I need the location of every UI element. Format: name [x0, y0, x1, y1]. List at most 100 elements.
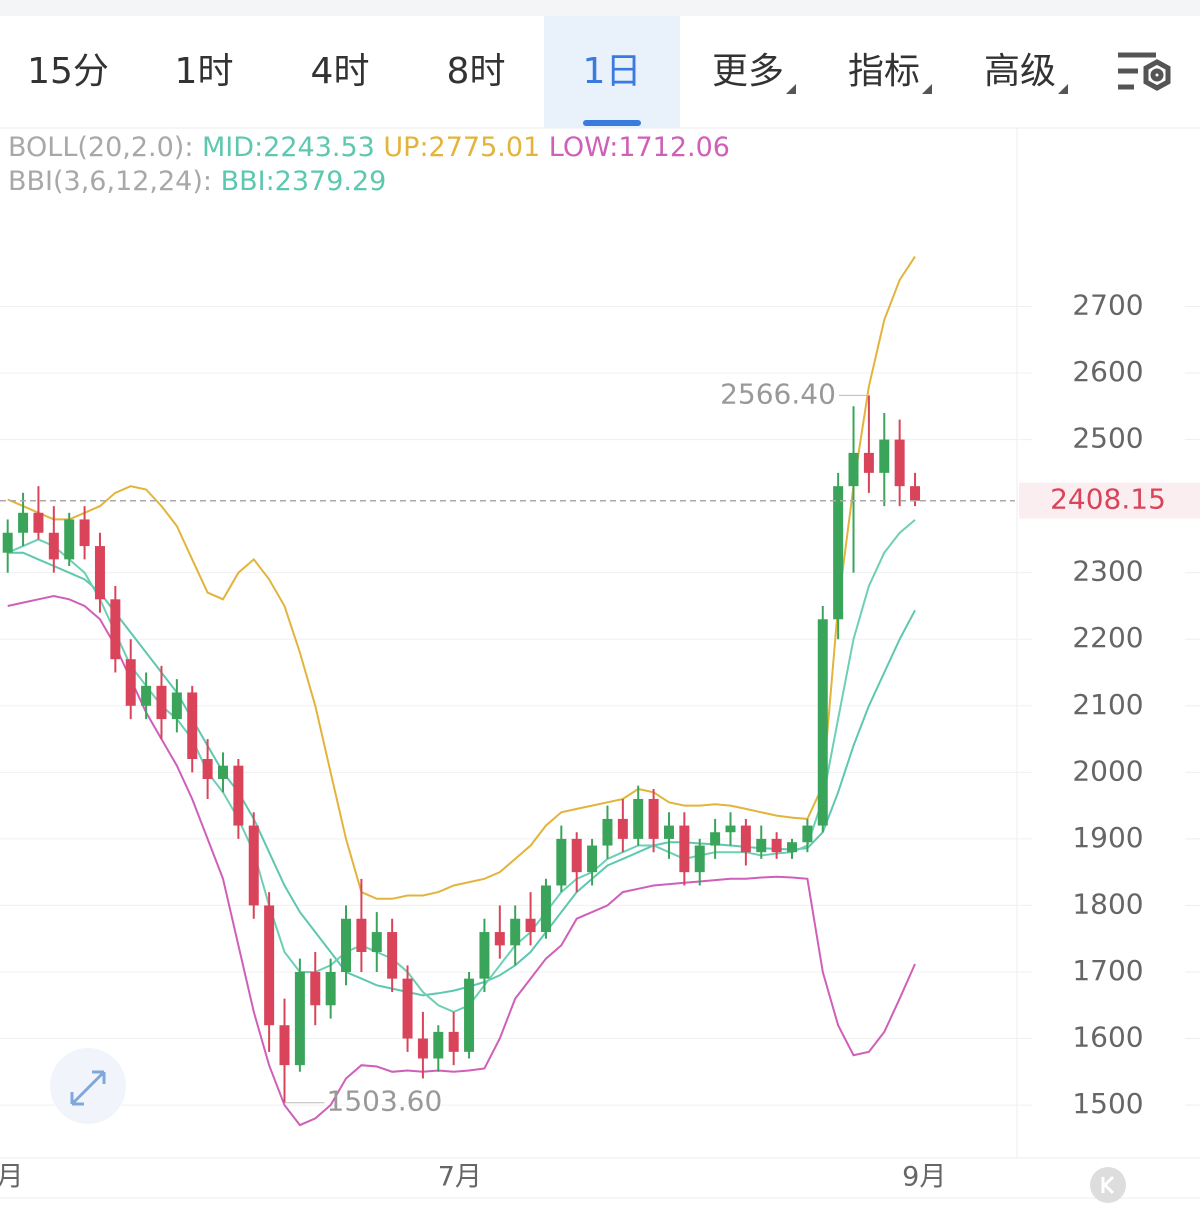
candle-body: [694, 845, 705, 873]
tab[interactable]: 15分: [27, 51, 109, 92]
candle-body: [2, 532, 13, 553]
candle-body: [540, 885, 551, 933]
candle-body: [663, 825, 674, 839]
candle-body: [479, 932, 490, 979]
y-tick-label: 1900: [1072, 821, 1143, 854]
indicator-line: [7, 256, 916, 900]
x-tick-label: 7月: [438, 1162, 482, 1193]
active-tab-bg: [544, 16, 680, 128]
status-strip: [0, 0, 1200, 16]
candle-body: [633, 798, 644, 839]
y-tick-label: 1500: [1072, 1087, 1143, 1120]
candle-body: [863, 452, 874, 473]
candle-body: [325, 971, 336, 1006]
candle-body: [740, 825, 751, 853]
candle-body: [387, 932, 398, 979]
candle-body: [448, 1031, 459, 1052]
legend-item: MID:2243.53: [202, 132, 383, 163]
candle-body: [525, 918, 536, 933]
x-tick-label: 月: [0, 1162, 23, 1193]
last-price-tag: [1019, 482, 1200, 519]
tab[interactable]: 指标: [848, 51, 920, 92]
indicator-line: [7, 551, 916, 997]
legend-item: BOLL(20,2.0):: [8, 132, 202, 163]
candle-body: [264, 905, 275, 1026]
y-tick-label: 2100: [1072, 688, 1143, 721]
legend-line: BBI(3,6,12,24): BBI:2379.29: [8, 166, 386, 197]
active-tab-indicator: [583, 120, 641, 126]
candle-body: [510, 918, 521, 946]
candle-body: [125, 659, 136, 706]
expand-icon: [70, 1070, 106, 1106]
candle-body: [602, 818, 613, 846]
candle-body: [79, 519, 90, 547]
candle-body: [110, 599, 121, 660]
legend-item: LOW:1712.06: [549, 132, 730, 163]
back-button[interactable]: [1090, 1167, 1126, 1203]
candle-body: [648, 798, 659, 839]
candle-body: [571, 838, 582, 873]
tab[interactable]: 1日: [583, 51, 642, 92]
candle-body: [248, 825, 259, 906]
candle-body: [202, 759, 213, 779]
annotation-label: 1503.60: [327, 1085, 443, 1118]
legend-item: BBI:2379.29: [221, 166, 387, 197]
candle-body: [879, 439, 890, 473]
y-tick-label: 2300: [1072, 555, 1143, 588]
candle-body: [217, 765, 228, 779]
candle-body: [341, 918, 352, 972]
candle-body: [725, 825, 736, 833]
candle-body: [279, 1025, 290, 1066]
candle-body: [833, 486, 844, 620]
legend-item: BBI(3,6,12,24):: [8, 166, 221, 197]
candle-body: [402, 978, 413, 1039]
candle-body: [494, 932, 505, 946]
candle-body: [771, 838, 782, 853]
candle-body: [464, 978, 475, 1052]
candle-body: [787, 842, 798, 853]
candle-body: [433, 1031, 444, 1059]
candle-body: [817, 619, 828, 826]
y-tick-label: 2500: [1072, 422, 1143, 455]
candle-body: [556, 838, 567, 886]
y-tick-label: 2700: [1072, 288, 1143, 321]
candle-body: [617, 818, 628, 839]
tab-dropdown-caret: [922, 84, 932, 94]
candle-body: [33, 512, 44, 533]
y-tick-label: 1600: [1072, 1021, 1143, 1054]
last-price-label: 2408.15: [1050, 483, 1166, 516]
tab[interactable]: 1时: [175, 51, 234, 92]
plot: [0, 256, 1200, 1127]
back-icon: [1101, 1175, 1115, 1195]
candle-body: [710, 832, 721, 846]
tab[interactable]: 更多: [712, 51, 784, 92]
indicator-line: [7, 594, 916, 1127]
y-tick-label: 1700: [1072, 954, 1143, 987]
candle-body: [417, 1038, 428, 1059]
tab[interactable]: 4时: [311, 51, 370, 92]
candle-body: [356, 918, 367, 953]
tab[interactable]: 高级: [984, 51, 1056, 92]
annotation-label: 2566.40: [720, 377, 836, 410]
candle-body: [756, 838, 767, 853]
candle-body: [310, 971, 321, 1006]
tab-dropdown-caret: [786, 84, 796, 94]
candle-body: [48, 532, 59, 560]
candle-body: [294, 971, 305, 1066]
settings-icon[interactable]: [1118, 52, 1171, 91]
candle-body: [171, 692, 182, 720]
y-tick-label: 2200: [1072, 621, 1143, 654]
candle-body: [848, 452, 859, 487]
candle-body: [141, 685, 152, 706]
candle-body: [187, 692, 198, 760]
candle-body: [371, 932, 382, 953]
candle-body: [894, 439, 905, 487]
candle-body: [910, 486, 921, 501]
y-tick-label: 2000: [1072, 754, 1143, 787]
x-tick-label: 9月: [902, 1162, 946, 1193]
legend-item: UP:2775.01: [383, 132, 548, 163]
tab[interactable]: 8时: [447, 51, 506, 92]
legend-line: BOLL(20,2.0): MID:2243.53 UP:2775.01 LOW…: [8, 132, 730, 163]
candle-body: [18, 512, 29, 533]
